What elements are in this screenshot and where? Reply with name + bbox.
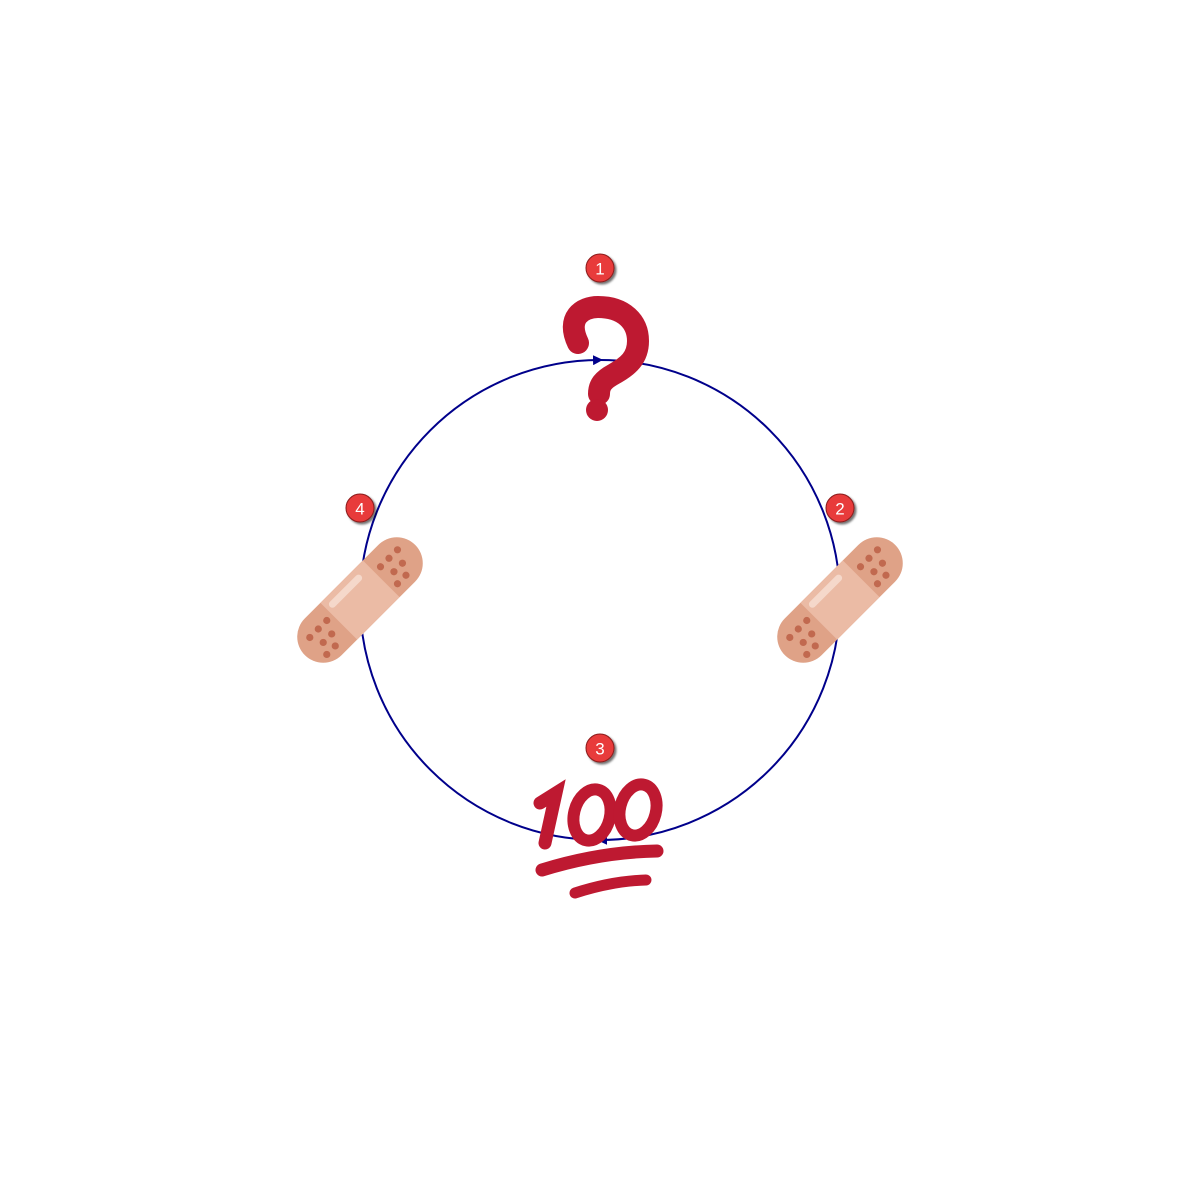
node-1-badge	[585, 253, 615, 283]
node-2-badge	[825, 493, 855, 523]
node-3-badge	[585, 733, 615, 763]
hundred-points-icon	[533, 778, 664, 899]
adhesive-bandage-icon	[286, 526, 434, 674]
node-2-number: 2	[835, 500, 844, 519]
node-3-number: 3	[595, 740, 604, 759]
node-1-number: 1	[595, 260, 604, 279]
question-mark-icon	[562, 295, 650, 421]
node-4: 4	[286, 493, 434, 674]
adhesive-bandage-icon	[766, 526, 914, 674]
node-2: 2	[766, 493, 914, 674]
cycle-ring	[359, 359, 841, 841]
node-3: 3	[533, 733, 664, 899]
node-4-badge	[345, 493, 375, 523]
node-4-number: 4	[355, 500, 364, 519]
node-1: 1	[562, 253, 650, 421]
